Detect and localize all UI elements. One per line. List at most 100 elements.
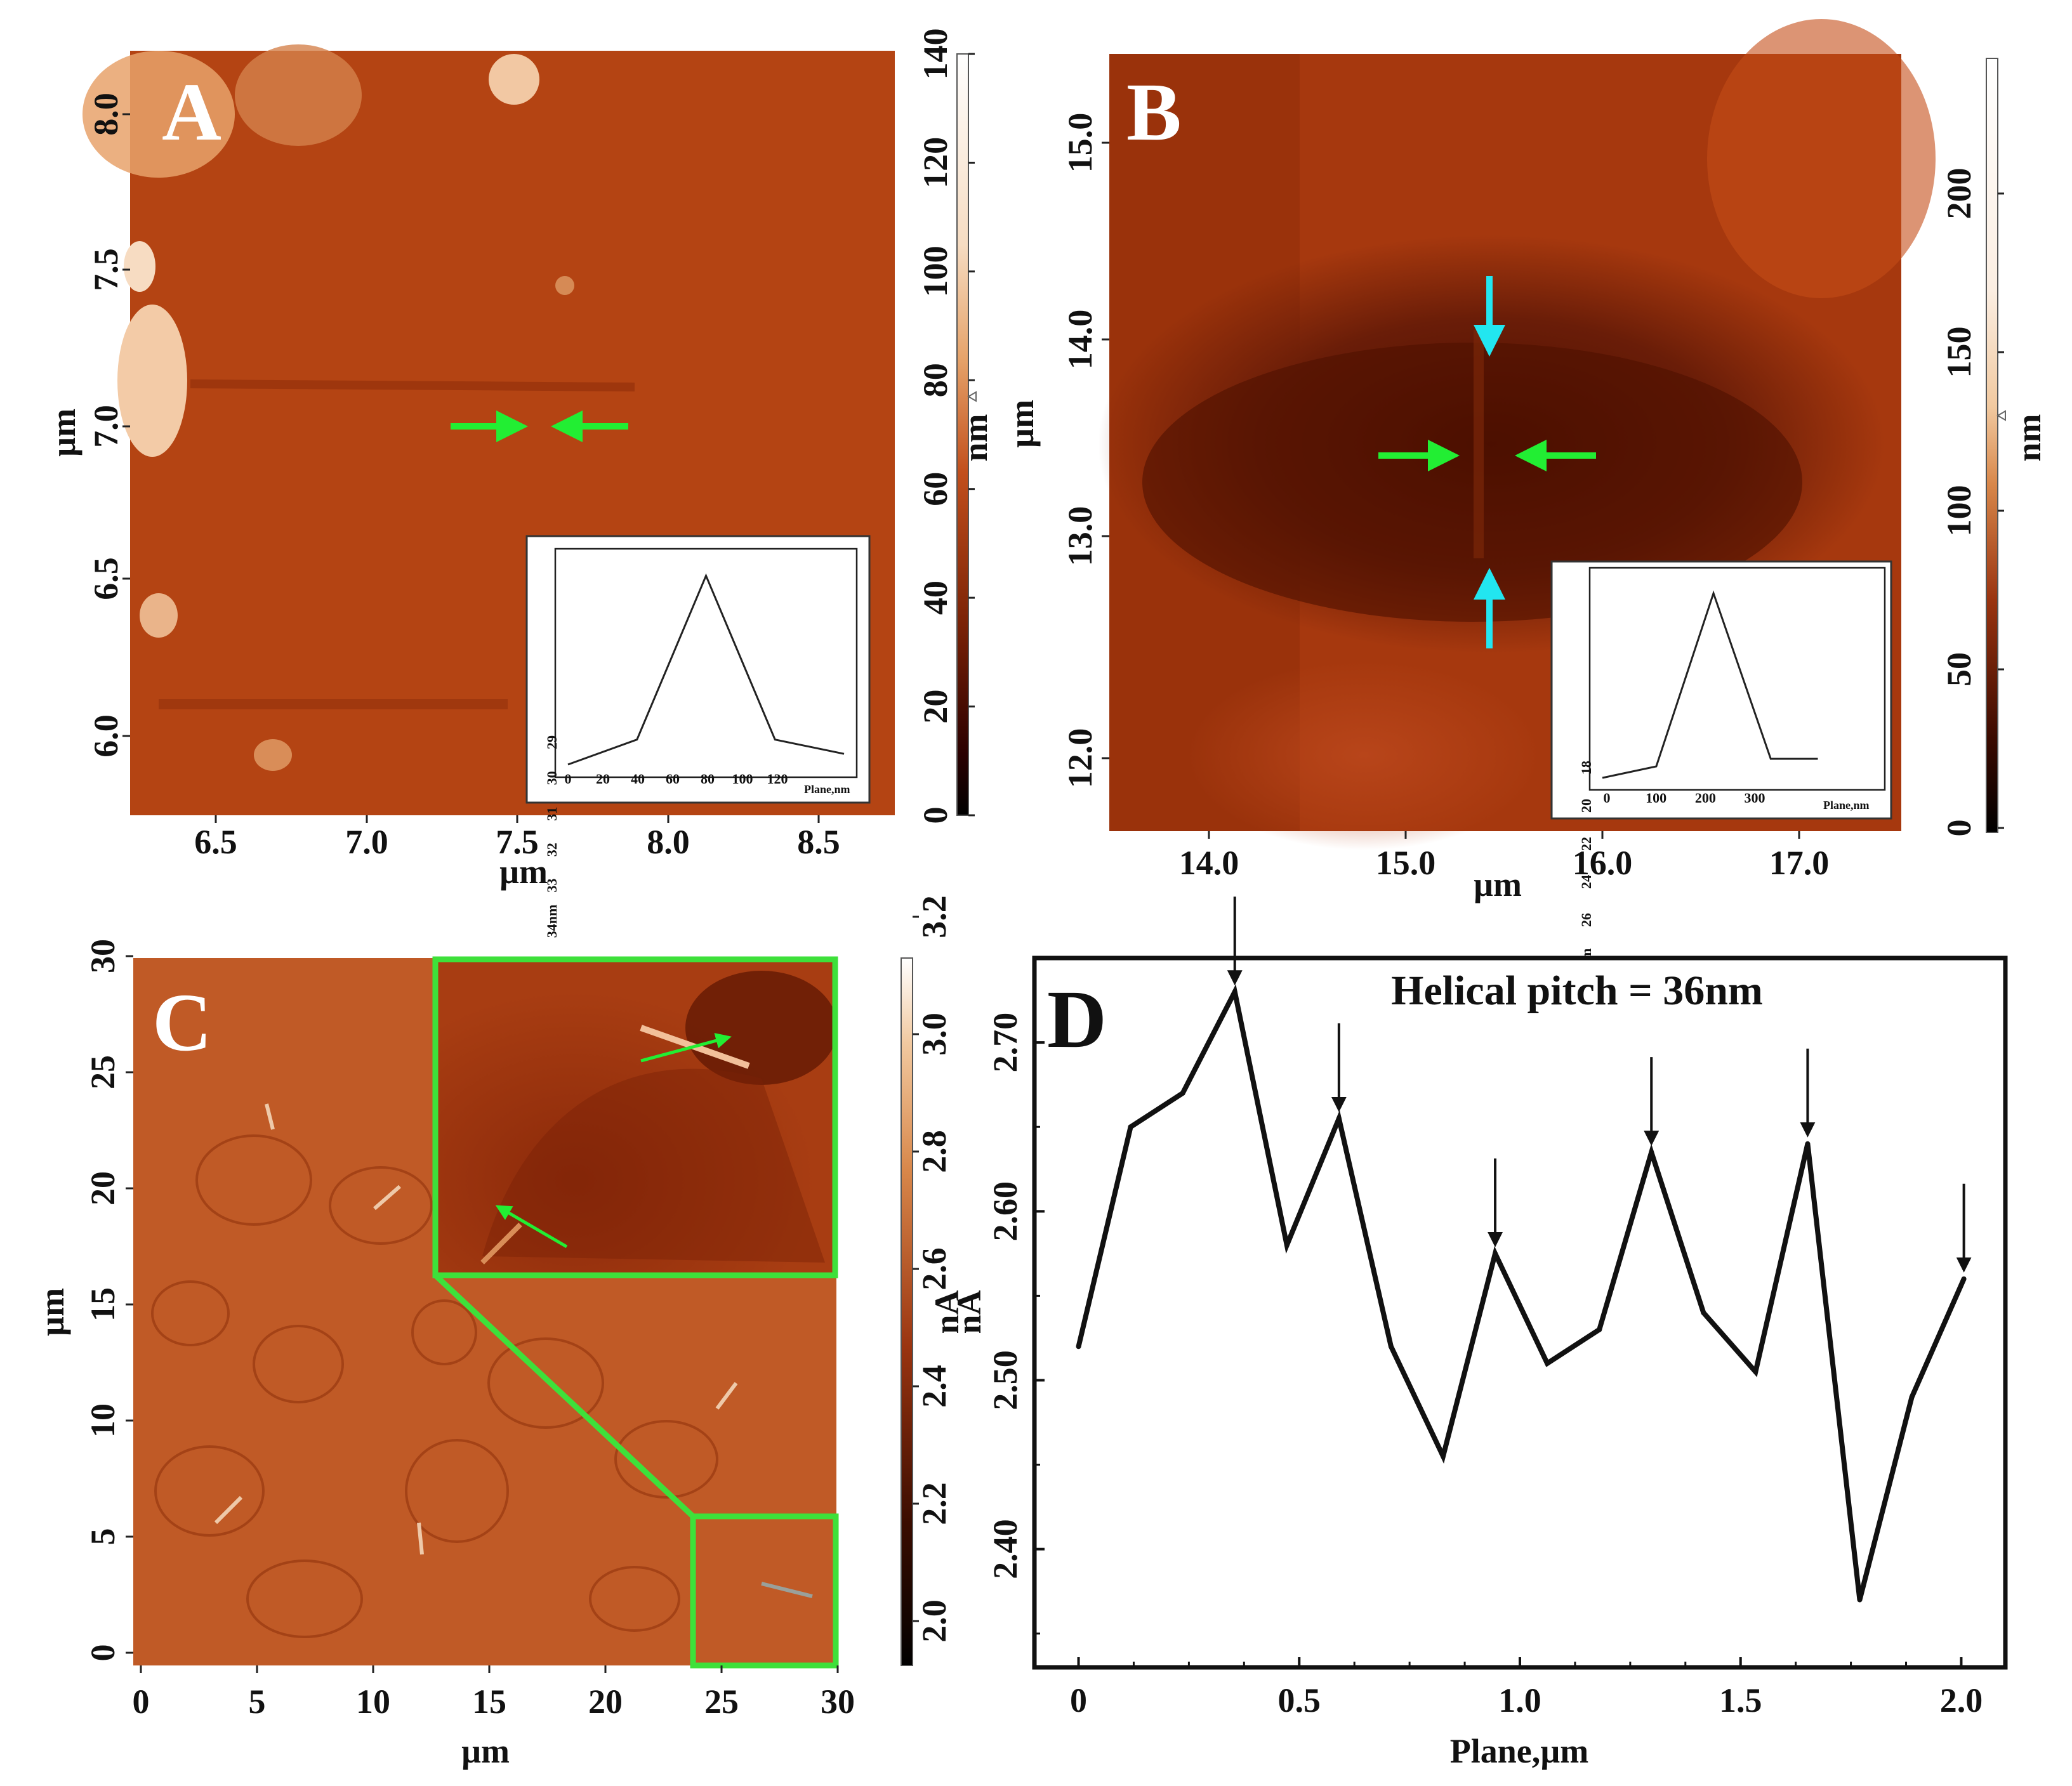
- x-tick-label: 7.0: [345, 823, 388, 861]
- colorbar-tick-label: 2.4: [915, 1365, 953, 1408]
- inset-y-tick-label: 30: [544, 771, 560, 785]
- colorbar-tick-label: 2.0: [915, 1599, 953, 1643]
- data-point: [1701, 1310, 1706, 1315]
- x-tick-label: 17.0: [1769, 844, 1830, 882]
- panel-a-x-axis: 6.5 7.0 7.5 8.0 8.5: [194, 815, 840, 861]
- panel-a-inset: [525, 535, 871, 804]
- data-point: [1284, 1242, 1290, 1248]
- panel-a-y-label: µm: [44, 409, 82, 457]
- x-tick-label: 1.5: [1719, 1681, 1762, 1719]
- panel-c-colorbar-unit: nA: [928, 1290, 966, 1334]
- panel-d-x-label: Plane,µm: [1450, 1732, 1589, 1770]
- panel-c-y-label: µm: [33, 1288, 71, 1336]
- data-point: [1232, 989, 1237, 995]
- inset-x-tick-label: 40: [631, 771, 645, 787]
- data-point: [1128, 1124, 1133, 1130]
- colorbar-tick-label: 140: [916, 29, 954, 80]
- inset-x-tick-label: 80: [701, 771, 715, 787]
- y-tick-label: 8.0: [87, 93, 125, 136]
- data-point: [1336, 1115, 1342, 1121]
- x-tick-label: 5: [249, 1683, 266, 1721]
- colorbar-tick-label: 40: [916, 581, 954, 615]
- panel-d-peak-arrows: [1227, 896, 1972, 1273]
- panel-d-label: D: [1047, 974, 1107, 1065]
- y-tick-label: 7.0: [87, 405, 125, 448]
- y-tick-label: 2.40: [986, 1519, 1024, 1579]
- inset-b-x-label: Plane,nm: [1823, 799, 1870, 811]
- data-point: [1180, 1090, 1185, 1096]
- x-tick-label: 10: [356, 1683, 390, 1721]
- panel-d-x-axis: 0 0.5 1.0 1.5 2.0: [1070, 1657, 1983, 1719]
- panel-a-colorbar-ticks: 0 20 40 60 80 100 120 140: [916, 29, 975, 824]
- x-tick-label: 25: [704, 1683, 739, 1721]
- inset-y-tick-label: 33: [544, 879, 560, 893]
- y-tick-label: 2.50: [986, 1350, 1024, 1410]
- y-tick-label: 15: [84, 1287, 122, 1322]
- colorbar-tick-label: 60: [916, 472, 954, 506]
- panel-d-series-line: [1076, 984, 1967, 1601]
- y-tick-label: 20: [84, 1171, 122, 1205]
- data-point: [1597, 1327, 1602, 1332]
- data-point: [1388, 1344, 1394, 1349]
- colorbar-tick-label: 3.2: [915, 895, 953, 938]
- inset-x-tick-label: 60: [666, 771, 680, 787]
- panel-a-y-axis: 6.0 6.5 7.0 7.5 8.0: [87, 93, 130, 758]
- panel-c-x-axis: 0 5 10 15 20 25 30: [133, 1665, 855, 1721]
- colorbar-tick-label: 150: [1940, 327, 1978, 378]
- y-tick-label: 10: [84, 1403, 122, 1438]
- x-tick-label: 6.5: [194, 823, 237, 861]
- panel-a: A 0 20 40 60 80 100 120 29 30 31 32 33 34nm Plane,n…: [44, 29, 994, 938]
- inset-y-tick-label: 34nm: [544, 905, 560, 938]
- inset-x-tick-label: 0: [565, 771, 572, 787]
- x-tick-label: 15.0: [1376, 844, 1436, 882]
- panel-b-inset: [1550, 560, 1892, 820]
- panel-b-label: B: [1126, 67, 1182, 158]
- inset-x-tick-label: 100: [732, 771, 753, 787]
- x-tick-label: 7.5: [496, 823, 539, 861]
- inset-x-tick-label: 0: [1604, 790, 1611, 806]
- inset-x-tick-label: 120: [767, 771, 788, 787]
- inset-y-tick-label: 22: [1578, 837, 1594, 851]
- colorbar-tick-label: 0: [1940, 820, 1978, 837]
- panel-d-plot-frame: [1032, 955, 2008, 1670]
- panel-b-y-axis: 12.0 13.0 14.0 15.0: [1061, 113, 1109, 789]
- inset-y-tick-label: 20: [1578, 799, 1594, 813]
- inset-b-profile-line: [1602, 590, 1818, 779]
- colorbar-tick-label: 100: [1940, 485, 1978, 537]
- inset-a-x-ticks: 0 20 40 60 80 100 120: [565, 771, 788, 787]
- panel-d-y-axis: 2.40 2.50 2.60 2.70: [986, 957, 1045, 1635]
- panel-b-x-label: µm: [1474, 865, 1522, 903]
- panel-c-zoom-region[interactable]: [690, 1513, 839, 1669]
- panel-d: D Helical pitch = 36nm 0 0.5 1.0 1.5 2.0 2.4…: [950, 896, 2008, 1770]
- x-tick-label: 14.0: [1179, 844, 1239, 882]
- panel-b-colorbar-unit: nm: [2010, 414, 2048, 461]
- data-point: [1440, 1454, 1446, 1459]
- y-tick-label: 12.0: [1061, 728, 1099, 789]
- colorbar-tick-label: 50: [1940, 652, 1978, 686]
- colorbar-tick-label: 20: [916, 690, 954, 724]
- inset-x-tick-label: 100: [1646, 790, 1666, 806]
- data-point: [1076, 1344, 1081, 1349]
- colorbar-tick-label: 2.2: [915, 1482, 953, 1525]
- panel-c-label: C: [152, 977, 212, 1068]
- data-point: [1753, 1369, 1759, 1375]
- y-tick-label: 15.0: [1061, 113, 1099, 173]
- x-tick-label: 8.5: [797, 823, 840, 861]
- x-tick-label: 0: [1070, 1681, 1087, 1719]
- y-tick-label: 30: [84, 939, 122, 973]
- colorbar-tick-label: 2.8: [915, 1130, 953, 1173]
- colorbar-tick-label: 120: [916, 137, 954, 188]
- inset-x-tick-label: 20: [596, 771, 610, 787]
- colorbar-tick-label: 200: [1940, 168, 1978, 220]
- y-tick-label: 6.0: [87, 714, 125, 758]
- inset-y-tick-label: 31: [544, 807, 560, 821]
- panel-a-label: A: [162, 67, 221, 158]
- colorbar-tick-label: 3.0: [915, 1013, 953, 1056]
- inset-y-tick-label: 24: [1578, 875, 1594, 889]
- inset-y-tick-label: 26: [1578, 913, 1594, 927]
- panel-c-colorbar-ticks: 2.0 2.2 2.4 2.6 2.8 3.0 3.2: [913, 895, 953, 1643]
- inset-y-tick-label: 18: [1578, 761, 1594, 775]
- inset-b-x-ticks: 0 100 200 300: [1604, 790, 1765, 806]
